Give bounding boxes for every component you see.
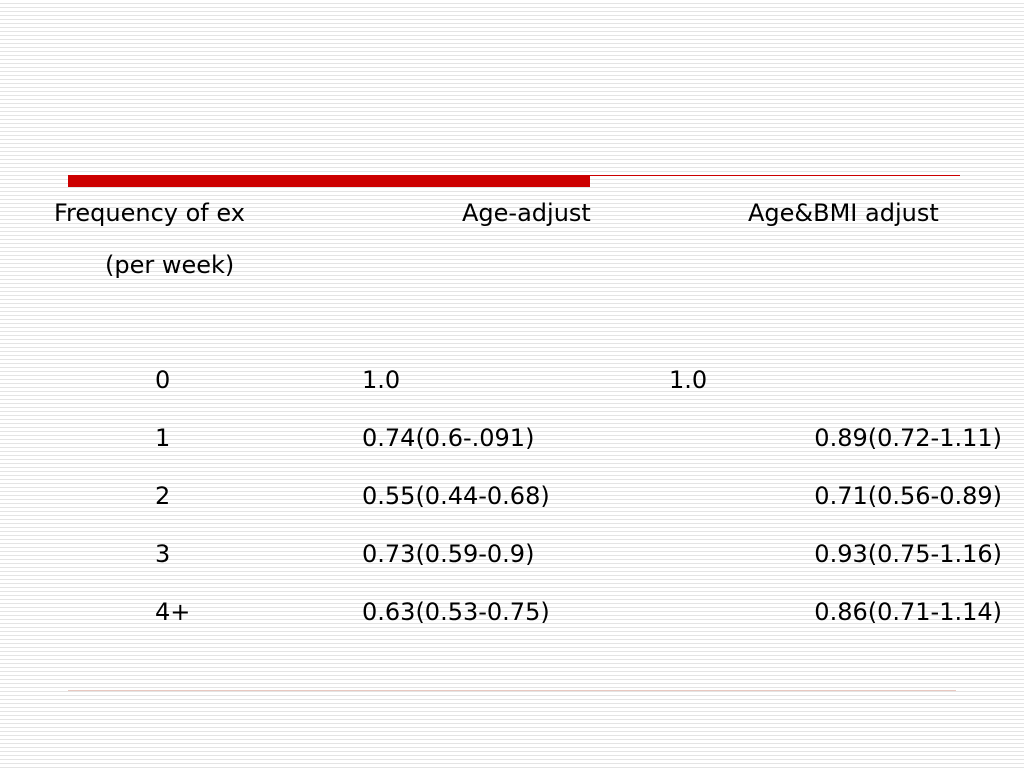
title-rule-thin — [590, 175, 960, 176]
table-cell-age-bmi-adjust: 0.89(0.72-1.11) — [814, 424, 1002, 452]
table-cell-age-bmi-adjust: 1.0 — [669, 366, 708, 394]
table-cell-frequency: 2 — [155, 482, 171, 510]
table-cell-age-adjust: 0.74(0.6-.091) — [362, 424, 535, 452]
table-cell-frequency: 1 — [155, 424, 171, 452]
table-cell-age-bmi-adjust: 0.71(0.56-0.89) — [814, 482, 1002, 510]
table-cell-frequency: 3 — [155, 540, 171, 568]
table-cell-age-bmi-adjust: 0.93(0.75-1.16) — [814, 540, 1002, 568]
title-rule-thick — [68, 175, 590, 187]
table-cell-age-adjust: 0.55(0.44-0.68) — [362, 482, 550, 510]
table-cell-frequency: 4+ — [155, 598, 191, 626]
table-cell-age-adjust: 0.73(0.59-0.9) — [362, 540, 535, 568]
footer-rule — [68, 690, 956, 691]
table-cell-age-bmi-adjust: 0.86(0.71-1.14) — [814, 598, 1002, 626]
header-age-adjust: Age-adjust — [462, 199, 591, 227]
header-frequency-unit: (per week) — [105, 251, 235, 279]
table-cell-age-adjust: 1.0 — [362, 366, 401, 394]
table-cell-age-adjust: 0.63(0.53-0.75) — [362, 598, 550, 626]
header-frequency: Frequency of ex — [54, 199, 245, 227]
header-age-bmi-adjust: Age&BMI adjust — [748, 199, 939, 227]
table-cell-frequency: 0 — [155, 366, 171, 394]
